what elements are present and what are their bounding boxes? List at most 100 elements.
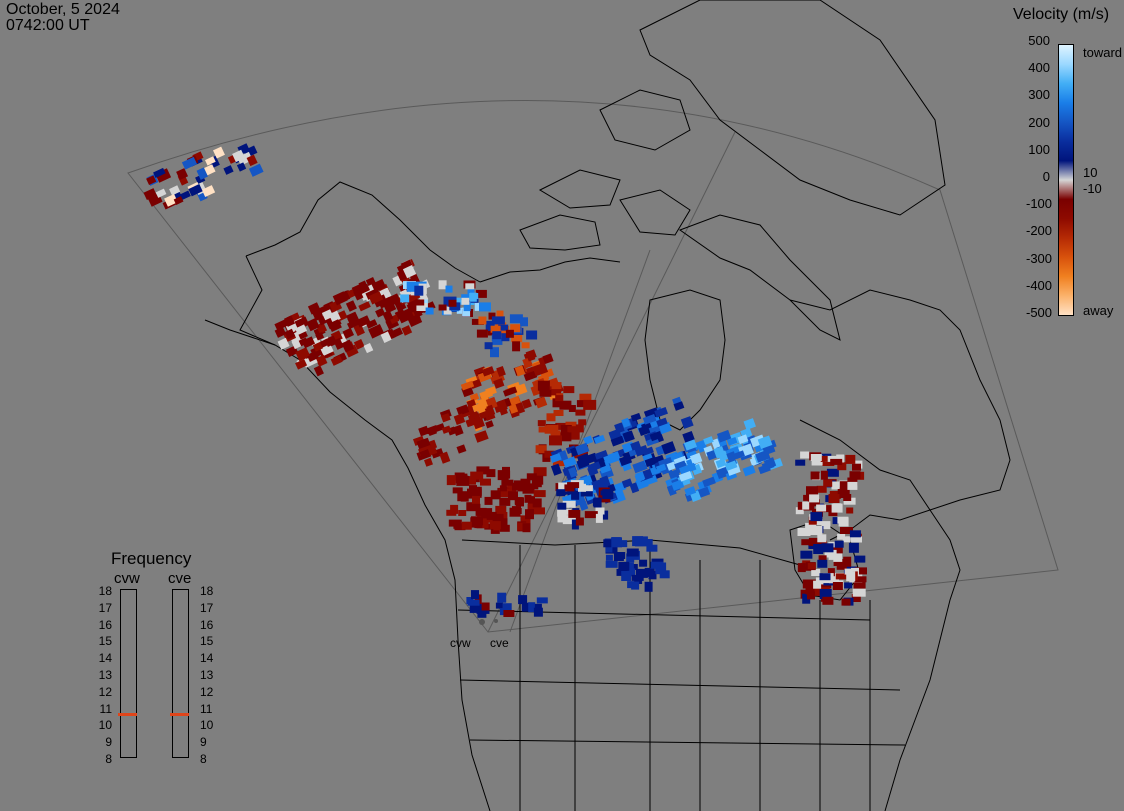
velocity-cell xyxy=(635,568,648,578)
velocity-cell xyxy=(201,185,216,198)
velocity-tick-label: -200 xyxy=(1026,223,1053,239)
velocity-cell xyxy=(467,288,475,296)
velocity-cell xyxy=(812,586,824,596)
frequency-column-cve xyxy=(172,589,189,758)
velocity-cell xyxy=(330,355,343,366)
velocity-cell xyxy=(424,457,433,467)
velocity-cell xyxy=(284,315,296,327)
velocity-cell xyxy=(757,435,773,449)
velocity-cell xyxy=(462,307,471,317)
velocity-cell xyxy=(441,425,452,434)
velocity-cell xyxy=(470,503,481,511)
velocity-cell xyxy=(844,568,853,575)
velocity-cell xyxy=(575,409,586,416)
velocity-cell xyxy=(854,576,867,583)
velocity-cell xyxy=(803,494,813,501)
velocity-cell xyxy=(813,580,822,589)
velocity-cell xyxy=(496,366,506,377)
coastlines xyxy=(204,0,1011,811)
velocity-cell xyxy=(810,512,823,522)
velocity-cell xyxy=(610,435,625,447)
velocity-cell xyxy=(213,146,225,159)
velocity-cell xyxy=(816,485,827,493)
velocity-cell xyxy=(398,307,415,323)
velocity-tick-label: -400 xyxy=(1026,277,1053,293)
velocity-cell xyxy=(805,522,817,529)
velocity-cell xyxy=(742,465,756,477)
velocity-cell xyxy=(549,435,562,446)
velocity-cell xyxy=(503,610,515,617)
velocity-cell xyxy=(843,556,852,567)
velocity-cell xyxy=(521,602,531,612)
velocity-cell xyxy=(851,594,861,602)
velocity-cell xyxy=(795,459,806,466)
velocity-cell xyxy=(615,552,626,559)
velocity-cell xyxy=(849,471,861,480)
frequency-scale-label: 15 xyxy=(98,634,112,649)
velocity-cell xyxy=(456,444,467,454)
velocity-cell xyxy=(802,501,810,510)
velocity-cell xyxy=(630,412,642,422)
velocity-cell xyxy=(467,599,480,606)
velocity-cell xyxy=(313,365,324,377)
velocity-cell xyxy=(852,463,861,471)
velocity-cell xyxy=(812,519,823,526)
velocity-side-label: toward xyxy=(1083,45,1123,60)
velocity-cell xyxy=(488,312,496,320)
velocity-cell xyxy=(540,368,554,380)
velocity-cell xyxy=(514,365,526,377)
frequency-radar-cve: cve xyxy=(168,570,192,587)
velocity-cell xyxy=(605,546,613,553)
velocity-cell xyxy=(819,589,832,599)
velocity-cell xyxy=(461,521,472,530)
frequency-scale-label: 14 xyxy=(200,651,214,666)
velocity-cell xyxy=(461,294,472,301)
velocity-colorbar xyxy=(1058,44,1074,316)
velocity-cell xyxy=(401,325,413,336)
velocity-cell xyxy=(509,314,523,324)
velocity-cell xyxy=(682,430,695,443)
velocity-cell xyxy=(481,602,490,611)
velocity-cell xyxy=(472,401,487,413)
velocity-cell xyxy=(301,336,316,349)
velocity-cell xyxy=(491,316,505,325)
velocity-cell xyxy=(638,425,651,437)
velocity-cell xyxy=(549,452,562,463)
velocity-cell xyxy=(497,325,509,336)
velocity-cell xyxy=(658,562,667,571)
velocity-side-label: -10 xyxy=(1083,181,1102,196)
site-label-cvw: cvw xyxy=(450,636,471,650)
time-label: 0742:00 UT xyxy=(6,17,90,34)
velocity-cell xyxy=(603,539,612,548)
velocity-cell xyxy=(489,521,501,530)
velocity-cell xyxy=(518,595,528,605)
velocity-cell xyxy=(817,534,827,543)
velocity-cell xyxy=(656,417,668,427)
velocity-cell xyxy=(510,324,521,333)
velocity-cell xyxy=(484,342,493,350)
velocity-cell xyxy=(492,512,504,523)
velocity-cell xyxy=(826,468,839,477)
velocity-cell xyxy=(713,446,726,459)
velocity-cell xyxy=(807,591,815,600)
velocity-cell xyxy=(460,380,475,391)
velocity-cell xyxy=(294,316,310,330)
velocity-cell xyxy=(836,563,847,570)
velocity-cell xyxy=(578,419,587,426)
velocity-cell xyxy=(831,547,843,554)
velocity-cell xyxy=(576,400,586,408)
frequency-scale-label: 12 xyxy=(98,684,112,699)
velocity-cell xyxy=(356,315,371,328)
velocity-cell xyxy=(533,467,547,477)
velocity-cell xyxy=(558,482,568,492)
velocity-cell xyxy=(402,264,417,279)
velocity-cell xyxy=(431,448,444,459)
velocity-cell xyxy=(146,175,157,186)
velocity-cell xyxy=(481,366,495,377)
frequency-scale-label: 9 xyxy=(200,735,207,750)
velocity-cell xyxy=(291,338,302,350)
velocity-cell xyxy=(618,561,630,571)
velocity-cell xyxy=(552,398,562,408)
velocity-cell xyxy=(517,485,528,492)
velocity-cell xyxy=(294,324,308,335)
